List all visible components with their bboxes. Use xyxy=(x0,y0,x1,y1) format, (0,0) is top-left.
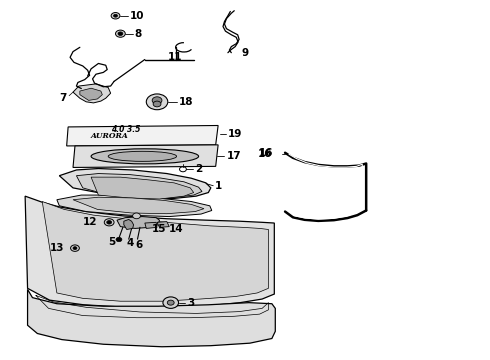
Circle shape xyxy=(153,101,161,107)
Text: 6: 6 xyxy=(136,240,143,250)
Text: 5: 5 xyxy=(108,237,115,247)
Text: 18: 18 xyxy=(178,97,193,107)
Polygon shape xyxy=(145,222,157,228)
Polygon shape xyxy=(27,289,275,347)
Ellipse shape xyxy=(108,151,176,161)
Polygon shape xyxy=(80,88,102,100)
Text: 1: 1 xyxy=(215,181,222,191)
Polygon shape xyxy=(25,196,274,307)
Text: 9: 9 xyxy=(241,48,248,58)
Polygon shape xyxy=(117,217,159,228)
Circle shape xyxy=(152,97,162,104)
Text: 10: 10 xyxy=(130,11,144,21)
Polygon shape xyxy=(42,202,269,301)
Circle shape xyxy=(71,245,79,251)
Polygon shape xyxy=(91,177,194,199)
Circle shape xyxy=(116,30,125,37)
Text: 16: 16 xyxy=(258,149,272,159)
Circle shape xyxy=(116,237,122,242)
Text: 13: 13 xyxy=(49,243,64,253)
Text: 14: 14 xyxy=(169,225,184,234)
Circle shape xyxy=(104,219,114,226)
Text: 11: 11 xyxy=(168,52,182,62)
Circle shape xyxy=(163,297,178,309)
Text: 17: 17 xyxy=(226,151,241,161)
Polygon shape xyxy=(57,195,212,217)
Polygon shape xyxy=(76,174,202,198)
Circle shape xyxy=(167,300,174,305)
Text: 19: 19 xyxy=(228,129,242,139)
Polygon shape xyxy=(59,168,211,199)
Text: 4: 4 xyxy=(127,238,134,248)
Text: 8: 8 xyxy=(135,29,142,39)
Circle shape xyxy=(114,14,118,17)
Polygon shape xyxy=(73,197,204,214)
Polygon shape xyxy=(67,126,218,146)
Polygon shape xyxy=(73,84,111,103)
Text: 16: 16 xyxy=(259,148,273,158)
Circle shape xyxy=(107,221,112,224)
Circle shape xyxy=(133,213,141,219)
Circle shape xyxy=(147,94,168,110)
Polygon shape xyxy=(157,222,169,227)
Text: 12: 12 xyxy=(83,217,98,227)
Polygon shape xyxy=(124,220,134,229)
Text: 15: 15 xyxy=(152,225,167,234)
Ellipse shape xyxy=(91,149,198,164)
Text: 4.0 3.5: 4.0 3.5 xyxy=(111,125,140,134)
Text: 2: 2 xyxy=(195,164,202,174)
Circle shape xyxy=(118,32,123,36)
Circle shape xyxy=(111,13,120,19)
Polygon shape xyxy=(73,145,218,167)
Text: AURORA: AURORA xyxy=(91,132,129,140)
Text: 3: 3 xyxy=(187,298,195,308)
Circle shape xyxy=(73,247,77,249)
Text: 7: 7 xyxy=(59,93,66,103)
